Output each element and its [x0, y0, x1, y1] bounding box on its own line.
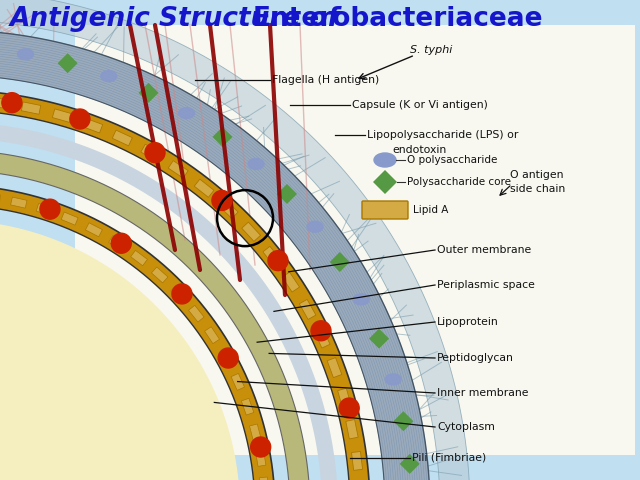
- Polygon shape: [58, 53, 77, 73]
- Circle shape: [212, 191, 232, 210]
- Text: Peptidoglycan: Peptidoglycan: [437, 353, 514, 363]
- Polygon shape: [346, 420, 358, 439]
- Polygon shape: [195, 179, 214, 197]
- Circle shape: [218, 348, 238, 368]
- Circle shape: [70, 109, 90, 129]
- Polygon shape: [138, 83, 159, 103]
- Polygon shape: [394, 411, 413, 431]
- Ellipse shape: [307, 221, 323, 232]
- Circle shape: [251, 437, 271, 457]
- Polygon shape: [0, 97, 9, 108]
- Ellipse shape: [353, 294, 369, 305]
- Polygon shape: [83, 118, 102, 133]
- Polygon shape: [189, 305, 204, 322]
- Circle shape: [311, 321, 331, 341]
- Polygon shape: [263, 246, 281, 266]
- Text: Pili (Fimbriae): Pili (Fimbriae): [412, 453, 486, 463]
- Text: side chain: side chain: [510, 184, 565, 194]
- Circle shape: [268, 251, 288, 271]
- Circle shape: [40, 199, 60, 219]
- Polygon shape: [212, 127, 232, 147]
- Ellipse shape: [100, 71, 116, 82]
- Polygon shape: [314, 328, 330, 348]
- Polygon shape: [400, 454, 420, 474]
- Ellipse shape: [385, 374, 401, 385]
- Text: O polysaccharide: O polysaccharide: [407, 155, 497, 165]
- Text: endotoxin: endotoxin: [392, 145, 446, 155]
- Ellipse shape: [374, 153, 396, 167]
- Text: Flagella (H antigen): Flagella (H antigen): [272, 75, 380, 85]
- Polygon shape: [0, 90, 370, 480]
- Polygon shape: [131, 251, 147, 266]
- Polygon shape: [219, 200, 238, 218]
- Ellipse shape: [248, 158, 264, 169]
- Text: S. typhi: S. typhi: [410, 45, 452, 55]
- Polygon shape: [171, 285, 187, 302]
- Polygon shape: [369, 329, 389, 348]
- Text: Capsule (K or Vi antigen): Capsule (K or Vi antigen): [352, 100, 488, 110]
- Polygon shape: [277, 184, 297, 204]
- Polygon shape: [11, 197, 27, 208]
- Polygon shape: [250, 424, 261, 441]
- Polygon shape: [21, 102, 41, 114]
- Text: Inner membrane: Inner membrane: [437, 388, 529, 398]
- Polygon shape: [241, 398, 254, 415]
- Text: O antigen: O antigen: [510, 170, 563, 180]
- Text: Lipopolysaccharide (LPS) or: Lipopolysaccharide (LPS) or: [367, 130, 518, 140]
- Text: Enterobacteriaceae: Enterobacteriaceae: [253, 6, 543, 32]
- Text: Cytoplasm: Cytoplasm: [437, 422, 495, 432]
- Text: Outer membrane: Outer membrane: [437, 245, 531, 255]
- Circle shape: [172, 284, 192, 304]
- Polygon shape: [255, 450, 266, 467]
- Polygon shape: [351, 452, 363, 470]
- Polygon shape: [219, 349, 233, 367]
- Polygon shape: [330, 252, 350, 272]
- Circle shape: [111, 233, 131, 253]
- Polygon shape: [0, 150, 310, 480]
- Polygon shape: [282, 272, 300, 292]
- Polygon shape: [109, 236, 125, 251]
- Polygon shape: [0, 122, 338, 480]
- Text: Antigenic Structure of: Antigenic Structure of: [10, 6, 349, 32]
- Circle shape: [339, 398, 359, 418]
- Polygon shape: [0, 30, 430, 480]
- Polygon shape: [300, 300, 316, 320]
- Polygon shape: [205, 327, 220, 344]
- Polygon shape: [327, 358, 342, 378]
- Polygon shape: [373, 170, 397, 194]
- Text: Lipid A: Lipid A: [413, 205, 449, 215]
- Polygon shape: [259, 477, 269, 480]
- FancyBboxPatch shape: [362, 201, 408, 219]
- Polygon shape: [0, 185, 275, 480]
- FancyBboxPatch shape: [75, 25, 635, 455]
- Polygon shape: [112, 130, 132, 146]
- Ellipse shape: [179, 108, 195, 119]
- Polygon shape: [52, 109, 72, 122]
- Text: Periplasmic space: Periplasmic space: [437, 280, 535, 290]
- Ellipse shape: [17, 48, 33, 60]
- Polygon shape: [0, 0, 470, 480]
- Polygon shape: [36, 204, 53, 216]
- Text: Lipoprotein: Lipoprotein: [437, 317, 499, 327]
- Polygon shape: [141, 144, 161, 161]
- Polygon shape: [242, 222, 260, 241]
- Polygon shape: [231, 373, 244, 390]
- Polygon shape: [0, 220, 240, 480]
- Polygon shape: [338, 388, 351, 408]
- Text: Polysaccharide core: Polysaccharide core: [407, 177, 511, 187]
- Circle shape: [2, 93, 22, 113]
- Polygon shape: [168, 161, 188, 178]
- Polygon shape: [61, 212, 78, 225]
- Polygon shape: [85, 223, 102, 237]
- Circle shape: [145, 143, 165, 163]
- Polygon shape: [152, 267, 168, 283]
